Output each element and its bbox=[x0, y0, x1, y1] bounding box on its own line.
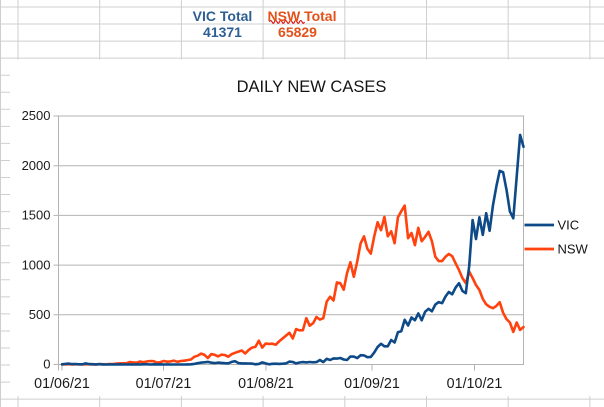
svg-text:01/06/21: 01/06/21 bbox=[34, 376, 90, 392]
svg-text:NSW: NSW bbox=[558, 242, 589, 257]
svg-text:2500: 2500 bbox=[22, 108, 51, 123]
svg-text:500: 500 bbox=[29, 307, 51, 322]
svg-text:01/08/21: 01/08/21 bbox=[238, 376, 294, 392]
svg-text:01/07/21: 01/07/21 bbox=[136, 376, 192, 392]
svg-text:1500: 1500 bbox=[22, 208, 51, 223]
svg-text:01/10/21: 01/10/21 bbox=[447, 376, 503, 392]
svg-text:VIC: VIC bbox=[558, 218, 580, 233]
svg-text:0: 0 bbox=[43, 357, 50, 372]
svg-text:01/09/21: 01/09/21 bbox=[344, 376, 400, 392]
svg-text:1000: 1000 bbox=[22, 257, 51, 272]
svg-text:DAILY NEW CASES: DAILY NEW CASES bbox=[237, 78, 387, 96]
svg-text:2000: 2000 bbox=[22, 158, 51, 173]
